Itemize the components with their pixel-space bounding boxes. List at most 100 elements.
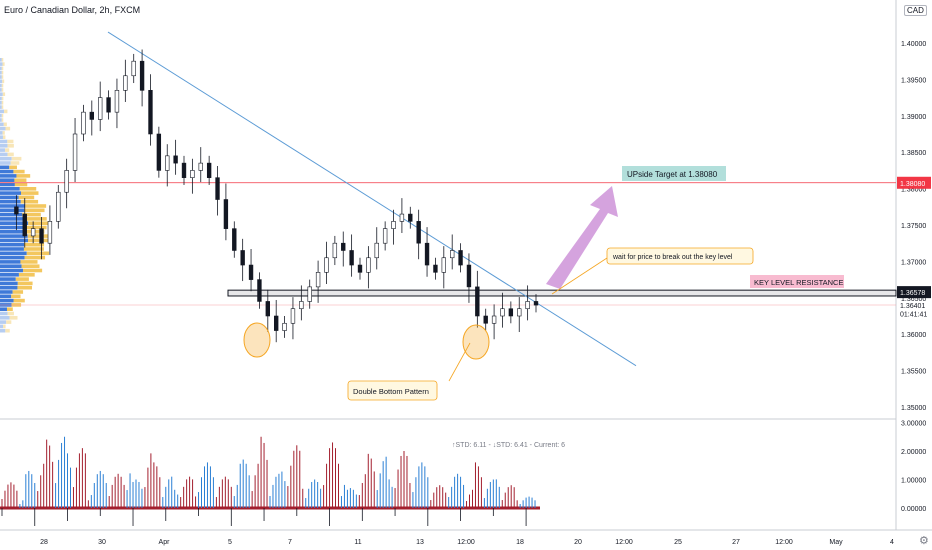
volume-profile-bar (15, 277, 29, 281)
candle-up (47, 221, 53, 244)
volume-profile-bar (0, 281, 18, 286)
candle-down (173, 155, 178, 164)
price-tick-label: 1.37500 (901, 223, 926, 230)
candle-down (240, 250, 245, 266)
volume-profile-bar (1, 88, 4, 92)
volume-tick-label: 3.00000 (901, 421, 926, 428)
candle-up (123, 75, 128, 91)
volume-profile-bar (1, 96, 4, 101)
price-badge (897, 176, 931, 189)
candle-down (357, 264, 363, 273)
candle-up (64, 170, 69, 193)
volume-profile-bar (0, 83, 2, 88)
pattern-callout-box (347, 380, 438, 401)
candle-up (391, 221, 396, 229)
volume-profile-bar (7, 139, 14, 144)
time-tick-label: 27 (732, 539, 740, 546)
candle-up (290, 308, 296, 324)
double-bottom-circle (243, 322, 271, 358)
time-tick-label: 28 (40, 539, 48, 546)
volume-tick-label: 1.00000 (901, 478, 926, 485)
volume-profile-bar (0, 58, 2, 62)
candle-up (315, 272, 321, 288)
volume-profile-bar (0, 199, 21, 204)
gear-icon[interactable]: ⚙ (919, 535, 929, 547)
volume-profile-bar (2, 79, 5, 84)
volume-profile-bar (26, 251, 50, 256)
volume-profile-bar (0, 242, 25, 247)
candle-up (98, 97, 103, 120)
volume-profile-bar (5, 148, 10, 152)
candle-down (257, 279, 262, 302)
volume-profile-bar (2, 135, 6, 139)
candle-down (248, 264, 254, 280)
time-tick-label: May (829, 539, 843, 546)
candle-up (190, 170, 195, 178)
volume-profile-bar (0, 316, 10, 320)
volume-profile-bar (0, 324, 4, 329)
key-level-resistance-zone (227, 289, 897, 297)
candle-down (533, 301, 539, 306)
volume-profile-bar (0, 234, 28, 238)
candle-up (56, 191, 61, 222)
volume-profile-bar (2, 131, 5, 135)
price-tick-label: 1.36500 (901, 296, 926, 303)
currency-badge[interactable]: CAD (904, 5, 927, 16)
candle-down (466, 264, 472, 288)
candle-up (324, 257, 329, 273)
volume-profile-bar (0, 70, 2, 75)
volume-profile-bar (0, 79, 3, 84)
volume-profile-bar (0, 320, 7, 324)
candle-down (215, 177, 220, 200)
volume-profile-bar (0, 204, 26, 208)
volume-profile-bar (0, 290, 13, 294)
time-tick-label: 13 (416, 539, 424, 546)
candle-up (165, 155, 170, 171)
wait-callout-label: wait for price to break out the key leve… (612, 254, 733, 261)
volume-profile-bar (0, 307, 7, 311)
candle-down (408, 213, 413, 222)
candle-down (223, 199, 229, 229)
volume-profile-bar (0, 135, 3, 139)
volume-profile-bar (21, 264, 40, 268)
candle-down (139, 60, 145, 91)
volume-profile-bar (20, 199, 39, 204)
volume-profile-bar (0, 122, 4, 127)
volume-profile-bar (0, 161, 11, 165)
volume-profile-bar (1, 83, 4, 88)
volume-profile-bar (0, 139, 8, 144)
volume-profile-bar (9, 165, 17, 170)
price-badge-label: 01:41:41 (900, 311, 927, 318)
volume-profile-bar (0, 225, 26, 230)
wait-callout-pointer (551, 257, 608, 295)
volume-profile-bar (0, 195, 19, 200)
volume-profile-bar (24, 208, 45, 213)
volume-profile-bar (0, 294, 12, 299)
volume-profile-bar (20, 191, 39, 195)
volume-profile-bar (7, 311, 14, 316)
volume-profile-bar (0, 131, 3, 135)
candle-down (14, 206, 19, 215)
candle-down (265, 301, 270, 317)
volume-profile-bar (18, 195, 35, 200)
candle-down (232, 228, 237, 251)
volume-profile-bar (0, 92, 3, 96)
volume-profile-bar (0, 221, 29, 225)
volume-profile-bar (0, 187, 20, 191)
volume-profile-bar (1, 58, 4, 62)
double-bottom-circle (462, 324, 490, 360)
candle-up (382, 228, 388, 244)
candle-down (148, 90, 153, 135)
candle-down (341, 242, 346, 251)
time-tick-label: 12:00 (615, 539, 633, 546)
candle-down (39, 228, 44, 244)
target-label: UPside Target at 1.38080 (627, 170, 718, 179)
descending-trendline (107, 31, 637, 367)
volume-profile-bar (1, 66, 4, 71)
time-tick-label: Apr (159, 539, 171, 546)
volume-profile-bar (22, 268, 43, 273)
price-tick-label: 1.40000 (901, 41, 926, 48)
volume-profile-bar (0, 298, 14, 303)
time-tick-label: 12:00 (775, 539, 793, 546)
